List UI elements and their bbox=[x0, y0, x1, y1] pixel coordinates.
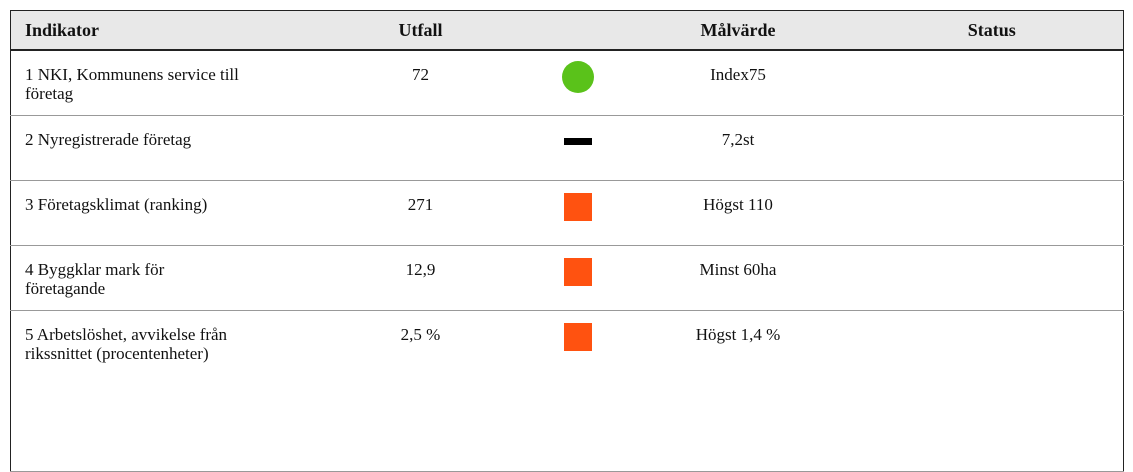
status-icon-cell bbox=[540, 245, 616, 311]
table-cell: 12,9 bbox=[300, 245, 541, 311]
table-cell: 5 Arbetslöshet, avvikelse från rikssnitt… bbox=[10, 310, 301, 472]
table-cell: 4 Byggklar mark för företagande bbox=[10, 245, 301, 311]
table-cell: 7,2st bbox=[615, 115, 861, 181]
table-cell bbox=[860, 115, 1124, 181]
table-cell bbox=[300, 115, 541, 181]
status-icon bbox=[564, 137, 592, 145]
table-row: 3 Företagsklimat (ranking) 271 Högst 110 bbox=[10, 180, 1124, 246]
status-icon bbox=[564, 192, 592, 221]
table-cell: Högst 110 bbox=[615, 180, 861, 246]
table-cell: 2,5 % bbox=[300, 310, 541, 472]
header-cell: Utfall bbox=[300, 10, 541, 51]
table-row: 5 Arbetslöshet, avvikelse från rikssnitt… bbox=[10, 310, 1124, 472]
table-cell: Minst 60ha bbox=[615, 245, 861, 311]
status-icon bbox=[564, 257, 592, 286]
header-cell: Målvärde bbox=[615, 10, 861, 51]
table-cell: Index75 bbox=[615, 50, 861, 116]
table-cell bbox=[860, 310, 1124, 472]
table-cell: 2 Nyregistrerade företag bbox=[10, 115, 301, 181]
header-row: Indikator Utfall Målvärde Status bbox=[10, 10, 1124, 51]
table-cell: Högst 1,4 % bbox=[615, 310, 861, 472]
table-body: 1 NKI, Kommunens service till företag 72 I… bbox=[10, 50, 1124, 472]
table-cell bbox=[860, 180, 1124, 246]
header-spacer bbox=[540, 10, 616, 51]
status-icon bbox=[564, 322, 592, 351]
indicator-table: Indikator Utfall Målvärde Status 1 NKI, … bbox=[10, 10, 1124, 472]
table-cell: 3 Företagsklimat (ranking) bbox=[10, 180, 301, 246]
status-icon bbox=[562, 61, 594, 93]
table-cell bbox=[860, 245, 1124, 311]
table-cell: 271 bbox=[300, 180, 541, 246]
table-row: 1 NKI, Kommunens service till företag 72 I… bbox=[10, 50, 1124, 116]
table-cell bbox=[860, 50, 1124, 116]
status-icon-cell bbox=[540, 180, 616, 246]
status-icon-cell bbox=[540, 310, 616, 472]
table-cell: 72 bbox=[300, 50, 541, 116]
table-row: 2 Nyregistrerade företag 7,2st bbox=[10, 115, 1124, 181]
status-icon-cell bbox=[540, 115, 616, 181]
table-row: 4 Byggklar mark för företagande 12,9 Minst… bbox=[10, 245, 1124, 311]
status-icon-cell bbox=[540, 50, 616, 116]
header-cell: Status bbox=[860, 10, 1124, 51]
table-cell: 1 NKI, Kommunens service till företag bbox=[10, 50, 301, 116]
header-cell: Indikator bbox=[10, 10, 301, 51]
